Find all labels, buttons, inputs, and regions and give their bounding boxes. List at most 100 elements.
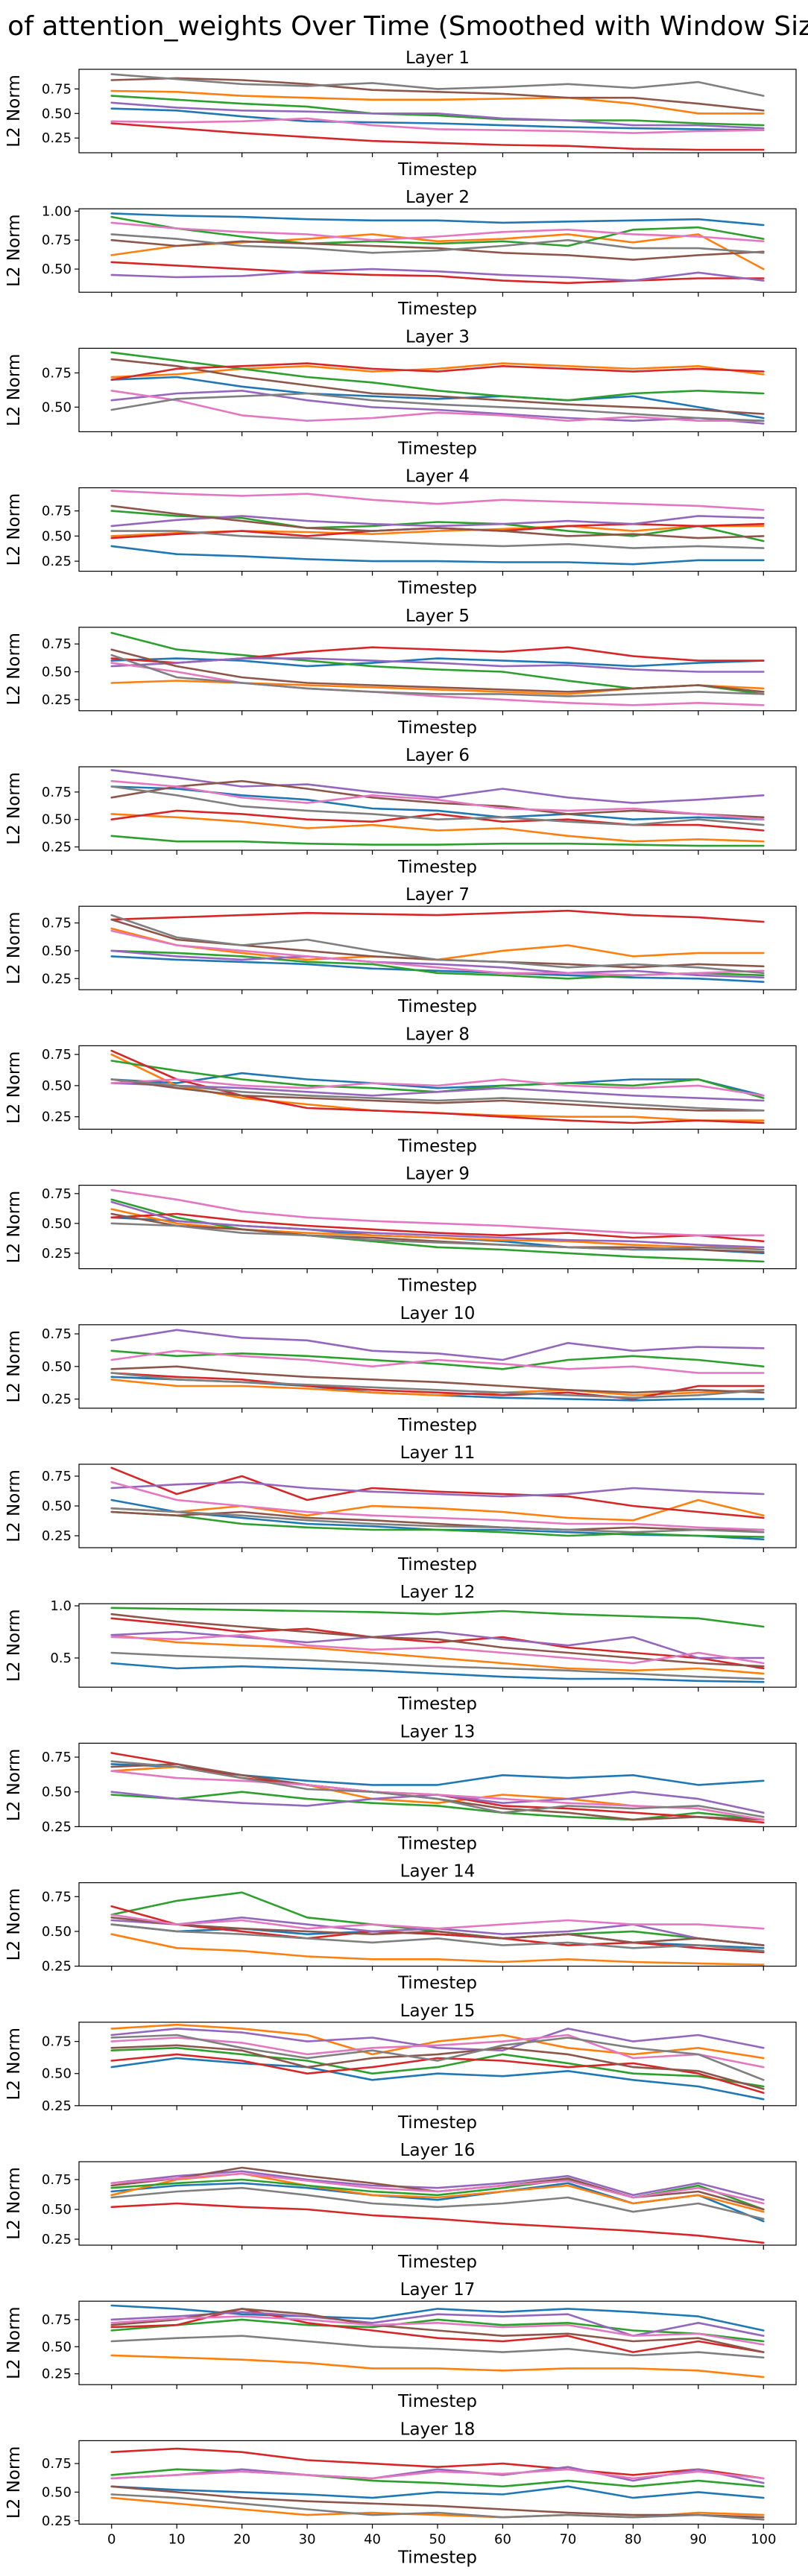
panel-title: Layer 1 (405, 48, 470, 68)
series-line-5 (110, 2028, 765, 2051)
series-line-8 (110, 1760, 765, 1818)
y-axis-label: L2 Norm (4, 354, 24, 427)
x-tick-label: 80 (625, 2531, 642, 2547)
y-tick-label: 0.25 (42, 2513, 72, 2529)
series-line-5 (110, 1481, 765, 1498)
panel-title: Layer 10 (400, 1304, 476, 1323)
x-tick-label: 10 (168, 2531, 186, 2547)
series-line-2 (110, 362, 765, 379)
series-line-3 (110, 1791, 765, 1821)
series-line-7 (110, 221, 765, 243)
series-line-6 (110, 2485, 765, 2519)
panel-layer-2: Layer 2 0.50 0.75 1.00 Timestep L2 Norm (4, 188, 797, 319)
y-tick-label: 0.75 (42, 2034, 72, 2050)
series-line-5 (110, 2170, 765, 2201)
y-tick-label: 0.50 (42, 1785, 72, 1800)
y-tick-label: 1.00 (42, 203, 72, 219)
y-tick-label: 0.75 (42, 2312, 72, 2328)
panel-title: Layer 5 (405, 607, 470, 626)
series-line-6 (110, 1078, 765, 1112)
series-line-8 (110, 2034, 765, 2081)
panel-title: Layer 13 (400, 1722, 476, 1741)
y-tick-label: 0.50 (42, 1216, 72, 1232)
series-line-6 (110, 648, 765, 693)
series-line-8 (110, 2493, 765, 2521)
x-axis-label: Timestep (397, 439, 477, 458)
y-axis-label: L2 Norm (4, 2028, 24, 2101)
series-line-3 (110, 215, 765, 247)
y-tick-label: 1.0 (50, 1598, 72, 1614)
x-tick-label: 0 (107, 2531, 116, 2547)
series-line-2 (110, 233, 765, 270)
panel-title: Layer 3 (405, 327, 470, 346)
y-axis-label: L2 Norm (4, 214, 24, 287)
series-line-7 (110, 1078, 765, 1097)
y-axis-label: L2 Norm (4, 1051, 24, 1124)
figure-title: Norm of attention_weights Over Time (Smo… (0, 11, 808, 42)
series-line-6 (110, 779, 765, 819)
y-axis-label: L2 Norm (4, 2446, 24, 2519)
y-axis-label: L2 Norm (4, 1888, 24, 1961)
x-tick-label: 30 (299, 2531, 316, 2547)
series-line-4 (110, 1905, 765, 1954)
panel-title: Layer 7 (405, 885, 470, 905)
series-line-4 (110, 2447, 765, 2480)
series-line-1 (110, 107, 765, 131)
series-line-1 (110, 1662, 765, 1683)
x-tick-label: 40 (364, 2531, 381, 2547)
y-tick-label: 0.50 (42, 399, 72, 415)
series-line-6 (110, 2044, 765, 2090)
y-axis-label: L2 Norm (4, 1609, 24, 1682)
series-line-3 (110, 95, 765, 127)
series-line-5 (110, 657, 765, 673)
x-axis-label: Timestep (397, 579, 477, 598)
series-line-8 (110, 1507, 765, 1534)
y-tick-label: 0.50 (42, 812, 72, 828)
series-line-6 (110, 358, 765, 415)
series-line-4 (110, 2053, 765, 2094)
y-tick-label: 0.50 (42, 943, 72, 959)
series-line-7 (110, 1189, 765, 1237)
y-tick-label: 0.50 (42, 106, 72, 121)
x-axis-label: Timestep (397, 1834, 477, 1853)
series-line-3 (110, 1198, 765, 1263)
panel-layer-8: Layer 8 0.25 0.50 0.75 Timestep L2 Norm (4, 1025, 797, 1156)
series-line-7 (110, 490, 765, 511)
series-line-4 (110, 261, 765, 285)
x-axis-label: Timestep (397, 718, 477, 738)
y-tick-label: 0.75 (42, 1047, 72, 1063)
y-tick-label: 0.25 (42, 971, 72, 987)
series-line-4 (110, 909, 765, 923)
y-tick-label: 0.75 (42, 365, 72, 381)
x-axis-label: Timestep (397, 1694, 477, 1714)
panel-layer-3: Layer 3 0.50 0.75 Timestep L2 Norm (4, 327, 797, 458)
y-tick-label: 0.75 (42, 232, 72, 248)
panel-layer-12: Layer 12 0.5 1.0 Timestep L2 Norm (4, 1583, 797, 1714)
series-line-7 (110, 1349, 765, 1374)
y-tick-label: 0.50 (42, 2339, 72, 2355)
y-tick-label: 0.75 (42, 81, 72, 97)
series-line-4 (110, 2202, 765, 2244)
panel-layer-18: Layer 18 0.25 0.50 0.75 Timestep L2 Norm 0 10 20… (4, 2420, 797, 2567)
x-axis-label: Timestep (397, 1136, 477, 1156)
series-line-4 (110, 122, 765, 151)
series-line-5 (110, 268, 765, 282)
y-tick-label: 0.25 (42, 1110, 72, 1125)
panel-layer-7: Layer 7 0.25 0.50 0.75 Timestep L2 Norm (4, 885, 797, 1016)
y-tick-label: 0.50 (42, 2066, 72, 2082)
x-axis-label: Timestep (397, 997, 477, 1016)
y-tick-label: 0.25 (42, 130, 72, 146)
panel-layer-4: Layer 4 0.25 0.50 0.75 Timestep L2 Norm (4, 467, 797, 598)
y-tick-label: 0.5 (50, 1651, 72, 1666)
panel-layer-16: Layer 16 0.25 0.50 0.75 Timestep L2 Norm (4, 2141, 797, 2272)
y-tick-label: 0.50 (42, 1078, 72, 1094)
y-tick-label: 0.50 (42, 1499, 72, 1514)
series-line-7 (110, 2315, 765, 2346)
panel-title: Layer 6 (405, 746, 470, 765)
series-line-2 (110, 1765, 765, 1821)
series-line-5 (110, 101, 765, 130)
y-tick-label: 0.25 (42, 2232, 72, 2247)
series-line-4 (110, 1372, 765, 1400)
panel-title: Layer 17 (400, 2280, 476, 2300)
panel-layer-9: Layer 9 0.25 0.50 0.75 Timestep L2 Norm (4, 1165, 797, 1296)
